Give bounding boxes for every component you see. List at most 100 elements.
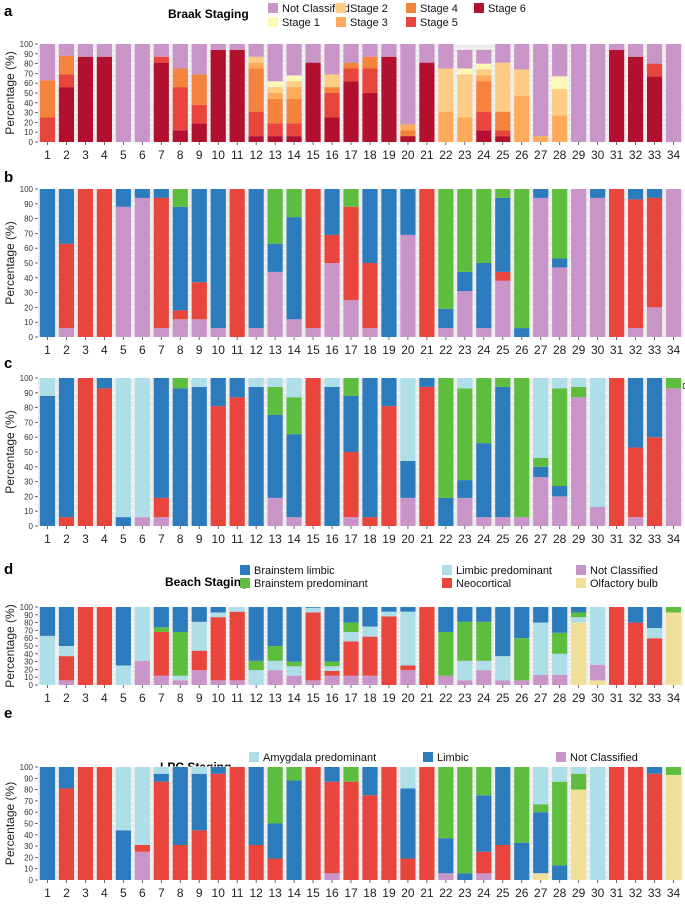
x-tick-label: 10 [212, 886, 226, 900]
bar-5-amygdala-predominant [115, 767, 131, 831]
x-tick-label: 22 [439, 691, 453, 705]
bar-24-limbic [476, 443, 492, 518]
bar-6-limbic-predominant [134, 607, 150, 661]
x-tick-label: 2 [63, 148, 70, 162]
bar-25-limbic [495, 767, 511, 845]
bar-13-stage-3 [267, 93, 283, 99]
bars [39, 189, 682, 337]
x-tick-label: 16 [325, 343, 339, 357]
x-tick-label: 7 [158, 691, 165, 705]
y-tick-label: 0 [29, 522, 34, 531]
bar-24-limbic-predominant [476, 660, 492, 671]
bar-28-brainstem [552, 189, 568, 259]
bar-9-neocortical [191, 650, 207, 671]
x-tick-label: 23 [458, 691, 472, 705]
x-tick-label: 25 [496, 343, 510, 357]
x-tick-label: 11 [231, 532, 244, 546]
bar-19-neocortical [381, 767, 397, 880]
legend-item-limbic-predominant: Limbic predominant [442, 565, 552, 577]
y-tick-label: 20 [24, 118, 33, 127]
legend-swatch [336, 3, 346, 13]
legend-swatch [442, 565, 452, 575]
bar-23-not-classified [457, 497, 473, 526]
x-tick-label: 34 [667, 343, 681, 357]
bar-32-neocortical [627, 622, 644, 685]
bar-26-brainstem-predominant [514, 638, 530, 681]
bar-20-amygdala-predominant [400, 767, 416, 789]
y-tick-label: 90 [24, 50, 33, 59]
bar-28-not-classified [552, 496, 568, 526]
bar-24-brainstem-predominant [476, 621, 492, 661]
x-tick-label: 15 [306, 532, 320, 546]
legend-swatch [268, 17, 278, 27]
x-tick-label: 19 [382, 532, 396, 546]
bar-13-stage-5 [267, 123, 283, 137]
x-tick-label: 18 [363, 691, 377, 705]
bar-10-not-classified [210, 328, 226, 337]
bar-21-limbic [419, 378, 435, 387]
y-tick-label: 100 [20, 763, 34, 772]
bar-22-not-classified [438, 44, 454, 69]
bars [39, 378, 682, 526]
bar-3-neocortical [77, 378, 94, 526]
x-tick-label: 13 [268, 148, 282, 162]
bar-14-limbic-predominant [286, 666, 302, 676]
x-tick-label: 30 [591, 343, 605, 357]
legend-swatch [423, 752, 433, 762]
bar-24-stage-6 [476, 130, 492, 142]
bar-4-neocortical [96, 607, 112, 685]
bar-20-not-classified [400, 497, 416, 526]
bar-25-neocortical [495, 844, 511, 880]
bar-28-not-classified [552, 674, 568, 685]
bar-14-brainstem [286, 767, 302, 781]
x-tick-label: 33 [648, 148, 662, 162]
bar-13-brainstem [267, 767, 283, 824]
bar-27-not-classified [533, 197, 549, 337]
x-tick-label: 26 [515, 148, 529, 162]
bar-16-stage-4 [324, 87, 340, 93]
bar-7-brainstem-predominant [153, 627, 169, 632]
panel-letter: e [4, 705, 12, 722]
bar-9-amygdala [191, 378, 207, 387]
x-tick-label: 17 [344, 148, 358, 162]
y-tick-label: 0 [29, 876, 34, 885]
bar-1-not-classified [39, 44, 56, 81]
x-tick-label: 29 [572, 886, 586, 900]
x-tick-label: 5 [120, 886, 127, 900]
bar-28-not-classified [552, 44, 568, 77]
bar-2-stage-4 [58, 55, 75, 75]
bar-13-brainstem [267, 386, 283, 415]
legend-label: Stage 3 [350, 17, 388, 29]
bar-2-neocortical [58, 517, 75, 526]
x-tick-label: 16 [325, 532, 339, 546]
bar-12-limbic [248, 189, 264, 329]
bar-14-limbic [286, 217, 302, 320]
bar-28-limbic [552, 258, 568, 268]
legend-item-stage-6: Stage 6 [474, 3, 526, 15]
y-tick-label: 10 [24, 128, 33, 137]
legend-label: Stage 5 [420, 17, 458, 29]
y-tick-label: 30 [24, 842, 33, 851]
bar-27-stage-3 [533, 136, 549, 142]
x-tick-label: 7 [158, 532, 165, 546]
bar-15-brainstem-limbic [305, 607, 321, 608]
bar-12-stage-3 [248, 62, 264, 69]
x-tick-label: 30 [591, 148, 605, 162]
bar-34-olfactory-only [665, 774, 682, 880]
bar-5-limbic-predominant [115, 665, 131, 685]
bar-29-limbic-predominant [571, 617, 587, 623]
bar-16-not-classified [324, 873, 340, 880]
x-tick-label: 8 [177, 886, 184, 900]
bar-1-limbic-predominant [39, 635, 56, 685]
legend-item-stage-4: Stage 4 [406, 3, 458, 15]
x-tick-label: 2 [63, 532, 70, 546]
x-tick-label: 1 [44, 148, 51, 162]
bar-11-limbic [229, 378, 245, 398]
bar-18-neocortical [362, 263, 378, 329]
y-tick-label: 100 [20, 603, 34, 612]
bar-24-stage-5 [476, 111, 492, 131]
legend: Not Classified Stage 1 Stage 2 Stage 3 Stage… [268, 3, 526, 29]
x-tick-label: 25 [496, 691, 510, 705]
